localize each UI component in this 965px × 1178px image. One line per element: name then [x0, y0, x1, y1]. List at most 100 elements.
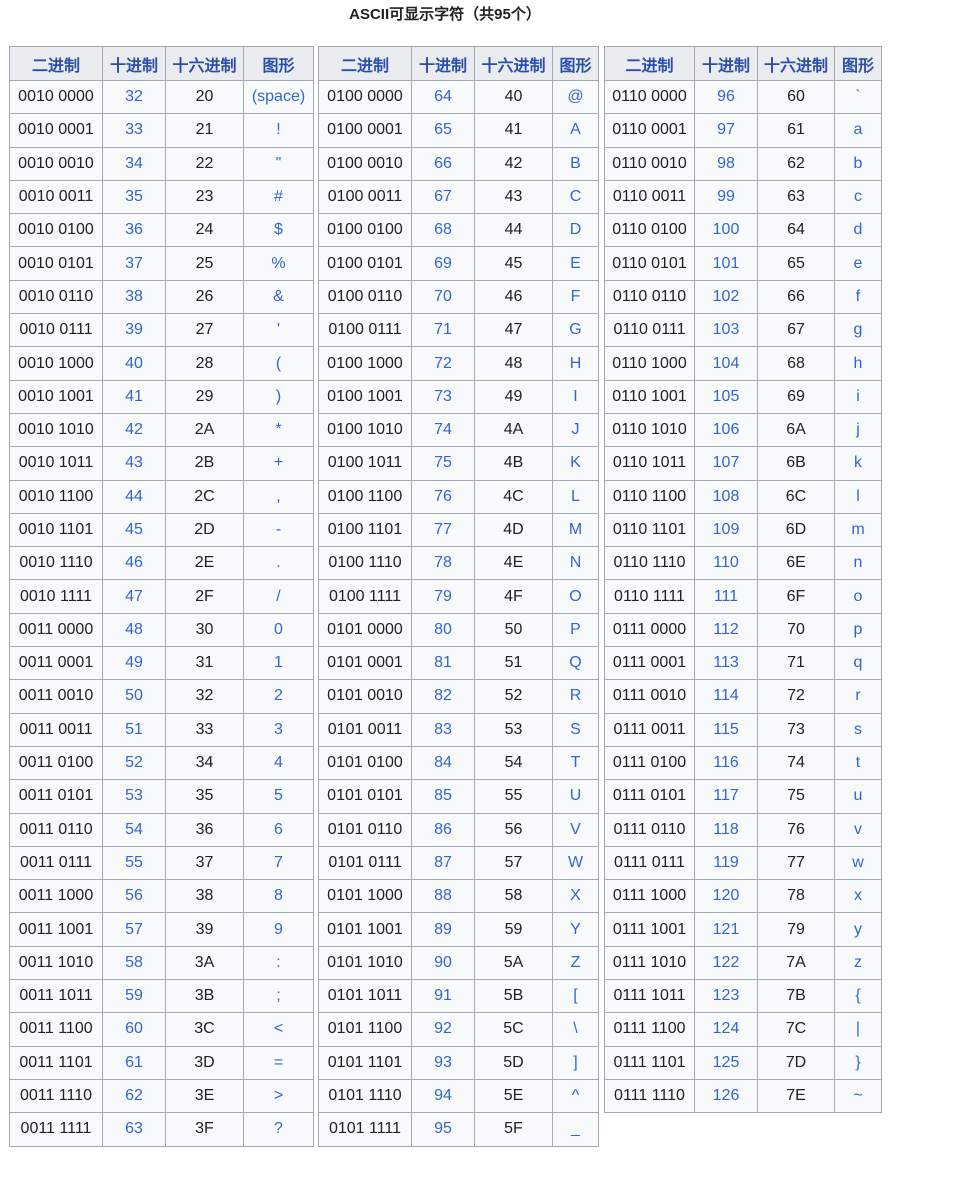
glyph-link[interactable]: C: [552, 179, 599, 215]
glyph-link[interactable]: 7: [243, 845, 314, 881]
decimal-link[interactable]: 90: [411, 945, 475, 981]
decimal-link[interactable]: 110: [694, 546, 758, 581]
glyph-link[interactable]: ': [243, 313, 314, 348]
column-header[interactable]: 图形: [552, 46, 599, 81]
decimal-link[interactable]: 40: [102, 346, 166, 381]
decimal-link[interactable]: 70: [411, 279, 475, 315]
glyph-link[interactable]: V: [552, 812, 599, 847]
decimal-link[interactable]: 47: [102, 579, 166, 614]
glyph-link[interactable]: !: [243, 113, 314, 148]
decimal-link[interactable]: 115: [694, 712, 758, 747]
decimal-link[interactable]: 84: [411, 745, 475, 781]
decimal-link[interactable]: 95: [411, 1112, 475, 1147]
decimal-link[interactable]: 103: [694, 313, 758, 348]
decimal-link[interactable]: 52: [102, 745, 166, 781]
glyph-link[interactable]: 2: [243, 679, 314, 714]
column-header[interactable]: 十进制: [694, 46, 758, 81]
decimal-link[interactable]: 108: [694, 479, 758, 514]
decimal-link[interactable]: 113: [694, 646, 758, 681]
decimal-link[interactable]: 124: [694, 1012, 758, 1047]
decimal-link[interactable]: 62: [102, 1078, 166, 1114]
glyph-link[interactable]: i: [834, 379, 882, 414]
decimal-link[interactable]: 68: [411, 213, 475, 248]
decimal-link[interactable]: 45: [102, 512, 166, 548]
glyph-link[interactable]: N: [552, 546, 599, 581]
glyph-link[interactable]: ~: [834, 1078, 882, 1114]
glyph-link[interactable]: s: [834, 712, 882, 747]
glyph-link[interactable]: f: [834, 279, 882, 315]
decimal-link[interactable]: 91: [411, 979, 475, 1014]
decimal-link[interactable]: 44: [102, 479, 166, 514]
decimal-link[interactable]: 109: [694, 512, 758, 548]
decimal-link[interactable]: 66: [411, 146, 475, 181]
decimal-link[interactable]: 102: [694, 279, 758, 315]
decimal-link[interactable]: 126: [694, 1078, 758, 1114]
decimal-link[interactable]: 63: [102, 1112, 166, 1147]
glyph-link[interactable]: 9: [243, 912, 314, 947]
glyph-link[interactable]: a: [834, 113, 882, 148]
glyph-link[interactable]: S: [552, 712, 599, 747]
column-header[interactable]: 二进制: [9, 46, 103, 81]
decimal-link[interactable]: 76: [411, 479, 475, 514]
glyph-link[interactable]: u: [834, 779, 882, 814]
decimal-link[interactable]: 121: [694, 912, 758, 947]
glyph-link[interactable]: |: [834, 1012, 882, 1047]
decimal-link[interactable]: 82: [411, 679, 475, 714]
decimal-link[interactable]: 69: [411, 246, 475, 281]
decimal-link[interactable]: 43: [102, 446, 166, 481]
glyph-link[interactable]: (space): [243, 79, 314, 115]
glyph-link[interactable]: ^: [552, 1078, 599, 1114]
decimal-link[interactable]: 54: [102, 812, 166, 847]
column-header[interactable]: 图形: [834, 46, 882, 81]
decimal-link[interactable]: 105: [694, 379, 758, 414]
glyph-link[interactable]: *: [243, 412, 314, 448]
glyph-link[interactable]: e: [834, 246, 882, 281]
glyph-link[interactable]: }: [834, 1045, 882, 1080]
decimal-link[interactable]: 75: [411, 446, 475, 481]
glyph-link[interactable]: P: [552, 612, 599, 648]
glyph-link[interactable]: g: [834, 313, 882, 348]
glyph-link[interactable]: F: [552, 279, 599, 315]
glyph-link[interactable]: l: [834, 479, 882, 514]
glyph-link[interactable]: H: [552, 346, 599, 381]
decimal-link[interactable]: 67: [411, 179, 475, 215]
decimal-link[interactable]: 58: [102, 945, 166, 981]
glyph-link[interactable]: ;: [243, 979, 314, 1014]
decimal-link[interactable]: 41: [102, 379, 166, 414]
glyph-link[interactable]: 6: [243, 812, 314, 847]
decimal-link[interactable]: 55: [102, 845, 166, 881]
decimal-link[interactable]: 36: [102, 213, 166, 248]
decimal-link[interactable]: 107: [694, 446, 758, 481]
decimal-link[interactable]: 86: [411, 812, 475, 847]
glyph-link[interactable]: #: [243, 179, 314, 215]
glyph-link[interactable]: ]: [552, 1045, 599, 1080]
column-header[interactable]: 十六进制: [757, 46, 835, 81]
glyph-link[interactable]: j: [834, 412, 882, 448]
decimal-link[interactable]: 94: [411, 1078, 475, 1114]
glyph-link[interactable]: -: [243, 512, 314, 548]
glyph-link[interactable]: =: [243, 1045, 314, 1080]
decimal-link[interactable]: 100: [694, 213, 758, 248]
glyph-link[interactable]: /: [243, 579, 314, 614]
glyph-link[interactable]: t: [834, 745, 882, 781]
decimal-link[interactable]: 78: [411, 546, 475, 581]
decimal-link[interactable]: 123: [694, 979, 758, 1014]
column-header[interactable]: 图形: [243, 46, 314, 81]
glyph-link[interactable]: d: [834, 213, 882, 248]
glyph-link[interactable]: &: [243, 279, 314, 315]
decimal-link[interactable]: 77: [411, 512, 475, 548]
decimal-link[interactable]: 89: [411, 912, 475, 947]
decimal-link[interactable]: 122: [694, 945, 758, 981]
decimal-link[interactable]: 87: [411, 845, 475, 881]
glyph-link[interactable]: K: [552, 446, 599, 481]
glyph-link[interactable]: c: [834, 179, 882, 215]
glyph-link[interactable]: [: [552, 979, 599, 1014]
decimal-link[interactable]: 61: [102, 1045, 166, 1080]
glyph-link[interactable]: v: [834, 812, 882, 847]
glyph-link[interactable]: +: [243, 446, 314, 481]
glyph-link[interactable]: O: [552, 579, 599, 614]
glyph-link[interactable]: w: [834, 845, 882, 881]
decimal-link[interactable]: 34: [102, 146, 166, 181]
glyph-link[interactable]: q: [834, 646, 882, 681]
glyph-link[interactable]: >: [243, 1078, 314, 1114]
